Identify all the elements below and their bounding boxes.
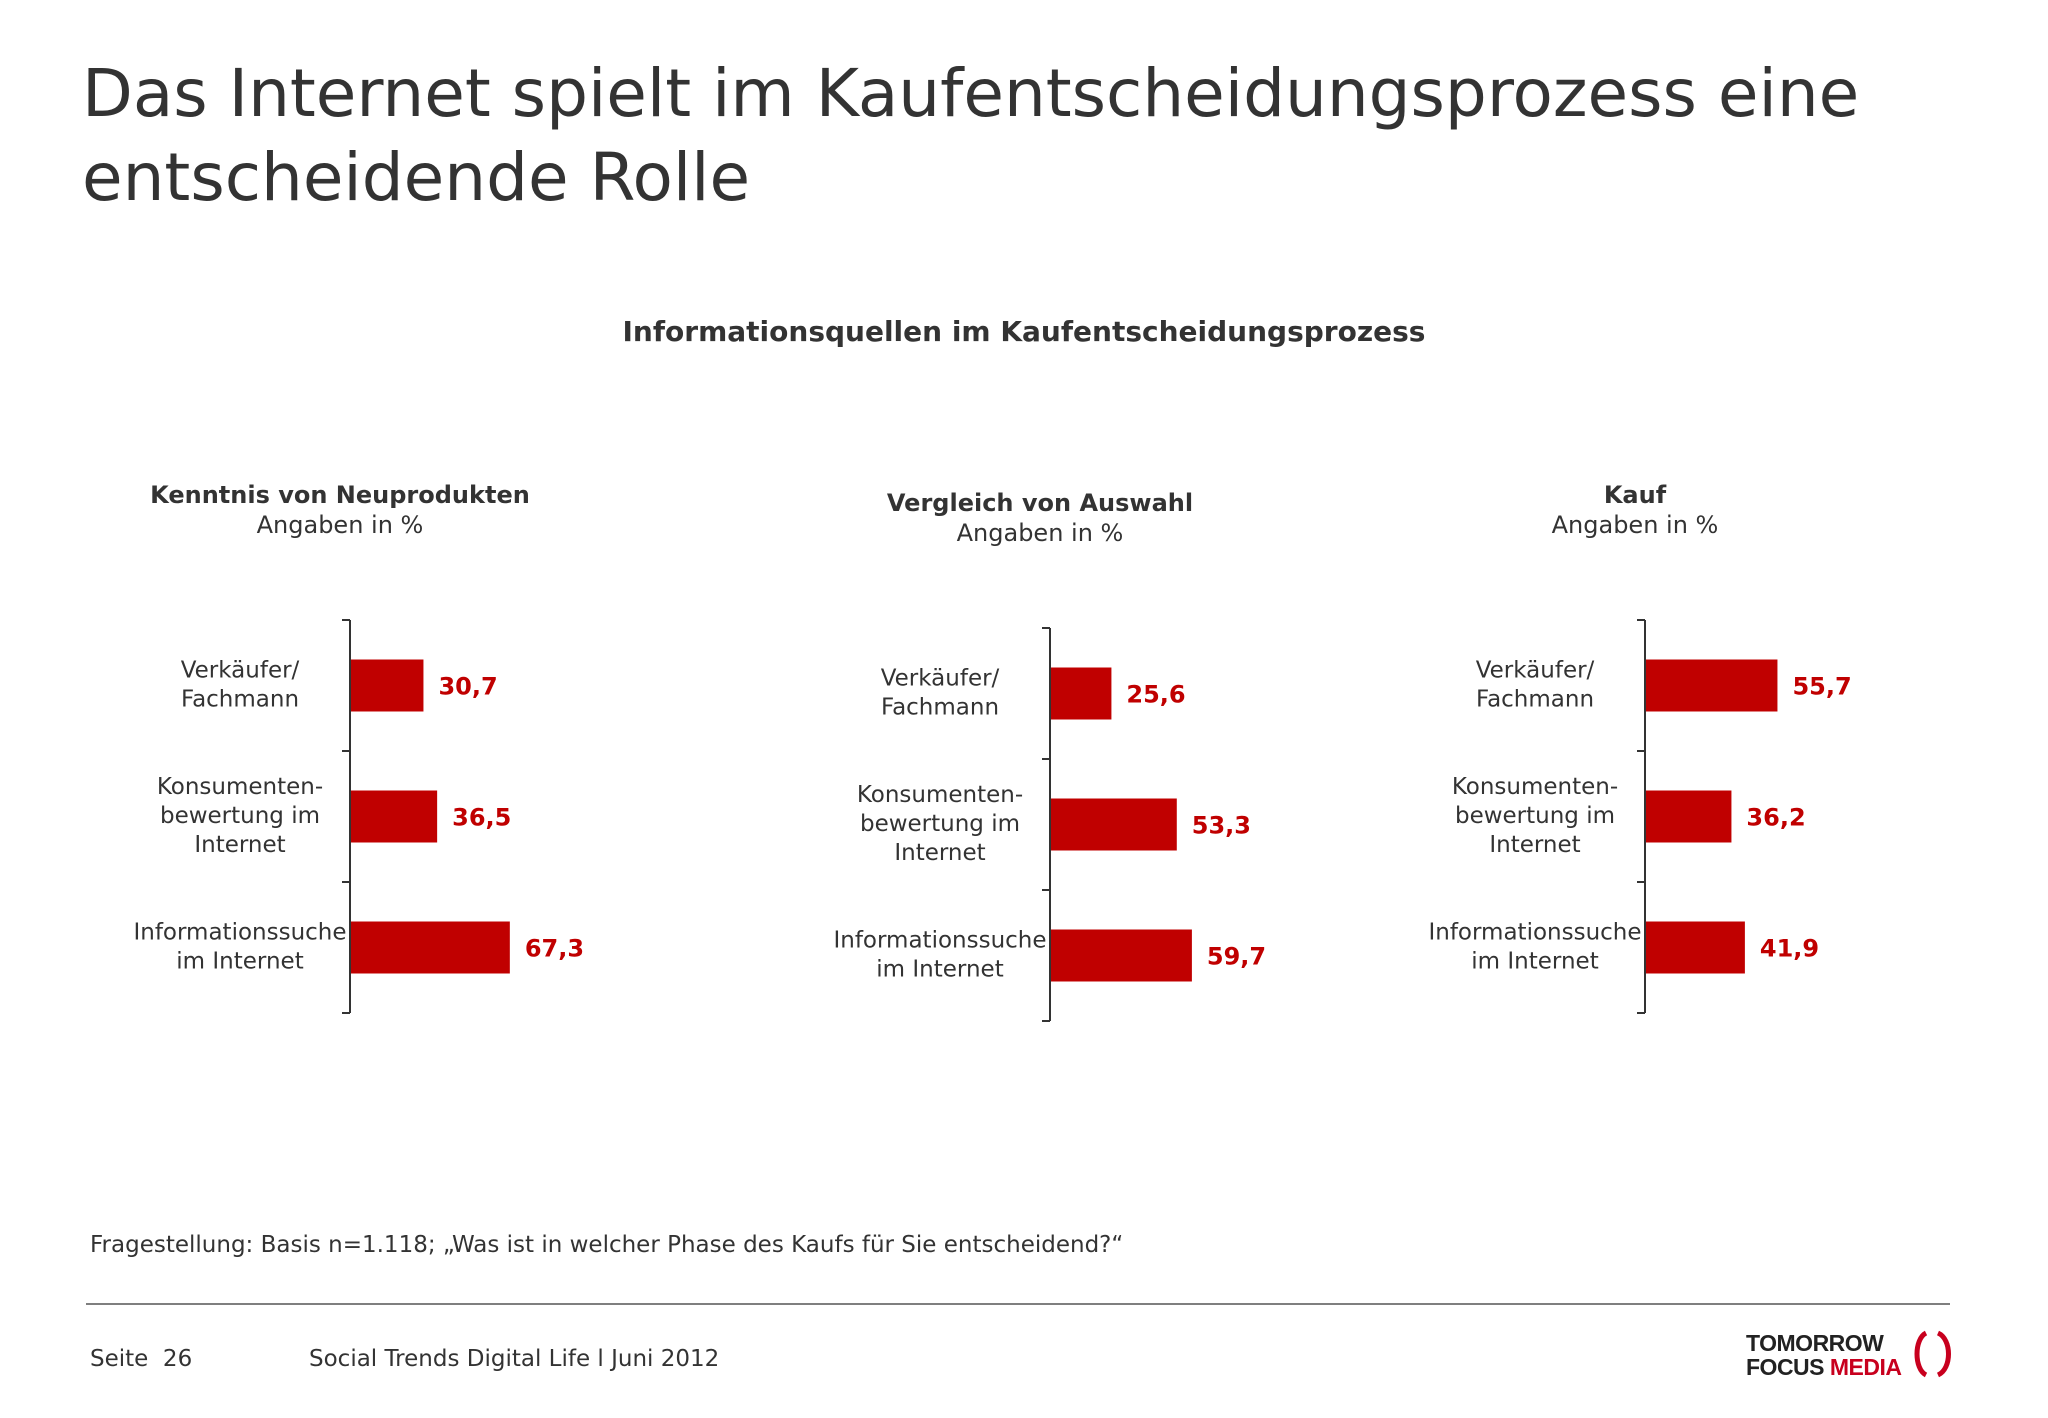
data-label: 25,6 (1126, 681, 1185, 709)
bar-chart-2: 25,6 Verkäufer/Fachmann 53,3 Konsumenten-be… (833, 627, 1266, 1022)
logo-mark-icon (1914, 1330, 1951, 1378)
company-logo: TOMORROW FOCUS MEDIA (1746, 1325, 1956, 1387)
bar (351, 659, 424, 712)
bar (1051, 667, 1112, 720)
panel-header: Kenntnis von Neuprodukten Angaben in % (20, 480, 660, 540)
panel-title: Vergleich von Auswahl (886, 489, 1194, 517)
bar (351, 921, 510, 974)
category-label: Verkäufer/Fachmann (881, 666, 1000, 721)
category-label: Verkäufer/Fachmann (181, 658, 300, 713)
bar (1646, 790, 1732, 843)
bar-chart-1: 30,7 Verkäufer/Fachmann 36,5 Konsumenten-be… (133, 619, 584, 1014)
chart-panel-1: Kenntnis von Neuprodukten Angaben in % 3… (20, 480, 660, 1040)
chart-panel-2: Vergleich von Auswahl Angaben in % 25,6 V… (720, 488, 1360, 1048)
data-label: 30,7 (438, 673, 497, 701)
bar (1051, 798, 1177, 851)
page-title: Das Internet spielt im Kaufentscheidungs… (82, 55, 1860, 216)
chart-panel-3: Kauf Angaben in % 55,7 Verkäufer/Fachmann… (1315, 480, 1955, 1040)
data-label: 36,5 (452, 804, 511, 832)
category-label: Informationssuche im Internet (133, 920, 346, 975)
panel-unit: Angaben in % (956, 519, 1124, 547)
bar-chart-3: 55,7 Verkäufer/Fachmann 36,2 Konsumenten-be… (1428, 619, 1852, 1014)
footer-source: Social Trends Digital Life l Juni 2012 (309, 1346, 720, 1372)
logo-text-line2: FOCUS MEDIA (1746, 1355, 1902, 1379)
logo-text-media: MEDIA (1829, 1354, 1902, 1380)
bar (1051, 929, 1192, 982)
category-label: Konsumenten-bewertung im Internet (1452, 774, 1618, 858)
data-label: 55,7 (1792, 673, 1851, 701)
data-label: 59,7 (1207, 943, 1266, 971)
footer-divider (86, 1303, 1950, 1305)
category-label: Konsumenten-bewertung im Internet (157, 774, 323, 858)
bar (1646, 659, 1778, 712)
logo-text-focus: FOCUS (1746, 1354, 1830, 1380)
panel-header: Kauf Angaben in % (1315, 480, 1955, 540)
page-number: Seite 26 (90, 1346, 193, 1372)
category-label: Konsumenten-bewertung im Internet (857, 782, 1023, 866)
question-note: Fragestellung: Basis n=1.118; „Was ist i… (90, 1232, 1124, 1258)
bar (351, 790, 438, 843)
category-label: Informationssuche im Internet (1428, 920, 1641, 975)
panel-header: Vergleich von Auswahl Angaben in % (720, 488, 1360, 548)
data-label: 36,2 (1746, 804, 1805, 832)
bar (1646, 921, 1745, 974)
panel-unit: Angaben in % (1551, 511, 1719, 539)
logo-text-line1: TOMORROW (1746, 1330, 1884, 1356)
data-label: 67,3 (525, 935, 584, 963)
chart-subtitle: Informationsquellen im Kaufentscheidungs… (622, 315, 1426, 348)
panel-title: Kenntnis von Neuprodukten (150, 481, 530, 509)
panel-title: Kauf (1603, 481, 1667, 509)
data-label: 41,9 (1760, 935, 1819, 963)
data-label: 53,3 (1192, 812, 1251, 840)
category-label: Informationssuche im Internet (833, 928, 1046, 983)
category-label: Verkäufer/Fachmann (1476, 658, 1595, 713)
panel-unit: Angaben in % (256, 511, 424, 539)
